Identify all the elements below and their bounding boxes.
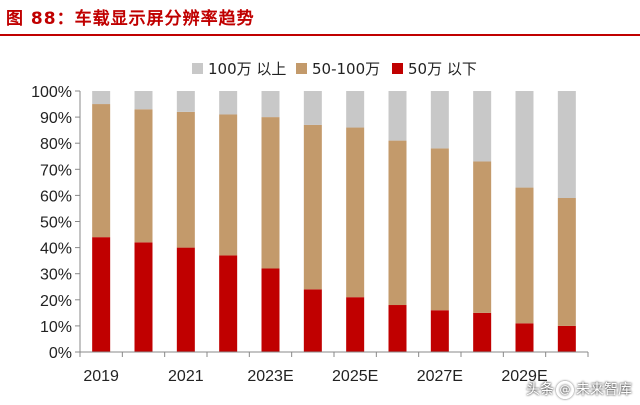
bar-segment-2030E-100万以上 (557, 91, 576, 199)
bar-segment-2019-100万以上 (92, 91, 111, 105)
bar-segment-2024E-100万以上 (303, 91, 322, 125)
x-tick-label: 2023E (247, 368, 293, 385)
at-icon: @ (556, 381, 574, 399)
y-axis: 0% 10% 20% 30% 40% 50% 60% 70% 80% 90% 100% (31, 84, 81, 362)
bar-segment-2025E-50-100万 (346, 127, 365, 298)
bar-segment-2019-50-100万 (92, 104, 111, 238)
bar-segment-2030E-50-100万 (557, 198, 576, 326)
legend-label: 50万 以下 (408, 60, 477, 78)
watermark: 头条 @ 未来智库 (526, 379, 632, 399)
bar-segment-2027E-100万以上 (430, 91, 449, 149)
bar-segment-2020-100万以上 (134, 91, 153, 110)
bars (92, 91, 576, 352)
bar-segment-2023E-50万以下 (261, 268, 280, 352)
x-tick-label: 2021 (168, 368, 204, 385)
bar-segment-2026E-50-100万 (388, 140, 407, 306)
bar-segment-2028E-100万以上 (473, 91, 492, 162)
y-tick-label: 80% (40, 136, 72, 153)
bar-segment-2029E-50-100万 (515, 187, 534, 324)
y-tick-label: 50% (40, 215, 72, 232)
bar-segment-2030E-50万以下 (557, 325, 576, 352)
x-tick-label: 2027E (417, 368, 463, 385)
y-tick-label: 60% (40, 188, 72, 205)
y-tick-label: 30% (40, 267, 72, 284)
y-tick-label: 10% (40, 319, 72, 336)
title-divider (0, 34, 640, 36)
bar-segment-2021-100万以上 (176, 91, 195, 112)
watermark-name: 未来智库 (576, 382, 632, 398)
x-axis: 2019 2021 2023E 2025E 2027E 2029E (79, 351, 589, 385)
bar-segment-2027E-50-100万 (430, 148, 449, 311)
y-tick-label: 90% (40, 110, 72, 127)
watermark-prefix: 头条 (526, 382, 554, 398)
y-tick-label: 100% (31, 84, 72, 101)
bar-segment-2029E-100万以上 (515, 91, 534, 188)
bar-segment-2027E-50万以下 (430, 310, 449, 352)
bar-segment-2022-100万以上 (219, 91, 238, 115)
bar-segment-2023E-100万以上 (261, 91, 280, 118)
bar-segment-2021-50万以下 (176, 247, 195, 352)
bar-segment-2028E-50万以下 (473, 312, 492, 352)
bar-segment-2025E-100万以上 (346, 91, 365, 128)
bar-segment-2028E-50-100万 (473, 161, 492, 313)
legend-swatch (192, 63, 203, 74)
figure-title: 图 88：车载显示屏分辨率趋势 (6, 9, 255, 29)
bar-segment-2023E-50-100万 (261, 117, 280, 269)
y-tick-label: 0% (49, 345, 72, 362)
bar-segment-2026E-100万以上 (388, 91, 407, 141)
bar-segment-2019-50万以下 (92, 237, 111, 352)
bar-segment-2020-50万以下 (134, 242, 153, 352)
y-tick-label: 40% (40, 241, 72, 258)
x-tick-label: 2019 (83, 368, 119, 385)
y-tick-label: 70% (40, 162, 72, 179)
x-tick-label: 2025E (332, 368, 378, 385)
legend: 100万 以上 50-100万 50万 以下 (192, 60, 477, 78)
bar-segment-2021-50-100万 (176, 111, 195, 248)
y-tick-label: 20% (40, 293, 72, 310)
legend-label: 100万 以上 (208, 60, 286, 78)
legend-swatch (392, 63, 403, 74)
legend-label: 50-100万 (312, 60, 380, 78)
bar-segment-2024E-50万以下 (303, 289, 322, 352)
bar-segment-2026E-50万以下 (388, 305, 407, 352)
bar-segment-2029E-50万以下 (515, 323, 534, 352)
legend-swatch (296, 63, 307, 74)
bar-segment-2022-50万以下 (219, 255, 238, 352)
bar-segment-2022-50-100万 (219, 114, 238, 256)
bar-segment-2025E-50万以下 (346, 297, 365, 352)
bar-segment-2024E-50-100万 (303, 124, 322, 290)
bar-segment-2020-50-100万 (134, 109, 153, 243)
x-tick-label: 2029E (501, 368, 547, 385)
